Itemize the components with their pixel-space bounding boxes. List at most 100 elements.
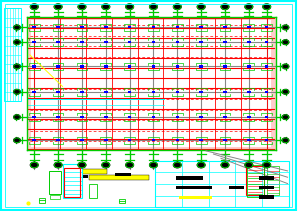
Bar — [32, 116, 36, 118]
Circle shape — [14, 40, 20, 45]
Bar — [4, 8, 21, 101]
Bar — [56, 91, 60, 93]
Bar — [152, 91, 155, 93]
Bar — [223, 139, 227, 141]
Bar — [56, 116, 60, 118]
Bar — [246, 166, 264, 195]
Bar — [176, 26, 179, 28]
Bar — [223, 65, 227, 68]
Circle shape — [282, 115, 289, 119]
Circle shape — [282, 40, 289, 45]
Bar — [265, 65, 268, 68]
Bar — [199, 116, 203, 118]
Bar — [89, 184, 97, 198]
Bar — [267, 166, 279, 195]
Bar — [80, 41, 84, 43]
Bar — [80, 139, 84, 141]
Bar — [223, 26, 227, 28]
Bar — [128, 139, 131, 141]
Bar — [223, 91, 227, 93]
Circle shape — [150, 162, 157, 168]
Bar — [104, 26, 108, 28]
Bar — [199, 26, 203, 28]
Bar — [32, 65, 36, 68]
Bar — [229, 186, 244, 189]
Bar — [56, 26, 60, 28]
Bar — [176, 116, 179, 118]
Bar — [223, 116, 227, 118]
Bar — [247, 65, 251, 68]
Bar — [247, 165, 264, 197]
Bar — [104, 41, 108, 43]
Bar — [80, 91, 84, 93]
Circle shape — [14, 64, 20, 69]
Bar — [152, 65, 155, 68]
Bar — [39, 198, 45, 203]
Bar — [155, 161, 289, 207]
Bar — [128, 65, 131, 68]
Circle shape — [30, 162, 38, 168]
Bar — [104, 116, 108, 118]
Circle shape — [30, 4, 38, 9]
Bar — [199, 91, 203, 93]
Bar — [176, 186, 212, 189]
Circle shape — [282, 64, 289, 69]
Bar — [89, 175, 149, 180]
Bar — [56, 65, 60, 68]
Circle shape — [14, 115, 20, 119]
Circle shape — [245, 162, 253, 168]
Circle shape — [282, 138, 289, 143]
Bar — [80, 65, 84, 68]
Bar — [223, 41, 227, 43]
Circle shape — [221, 4, 229, 9]
Bar — [128, 116, 131, 118]
Bar — [259, 176, 274, 180]
Bar — [265, 26, 268, 28]
Bar — [80, 116, 84, 118]
Bar — [32, 91, 36, 93]
Circle shape — [54, 4, 62, 9]
Circle shape — [78, 4, 86, 9]
Bar — [247, 116, 251, 118]
Circle shape — [263, 162, 271, 168]
Bar — [247, 41, 251, 43]
Bar — [49, 171, 61, 194]
Bar — [50, 195, 60, 199]
Circle shape — [197, 162, 205, 168]
Circle shape — [150, 4, 157, 9]
Bar — [70, 175, 88, 178]
Circle shape — [173, 4, 181, 9]
Bar — [104, 91, 108, 93]
Bar — [265, 91, 268, 93]
Bar — [27, 17, 276, 150]
Bar — [56, 139, 60, 141]
Bar — [247, 139, 251, 141]
Bar — [128, 91, 131, 93]
Bar — [152, 26, 155, 28]
Circle shape — [126, 162, 134, 168]
Circle shape — [78, 162, 86, 168]
Bar — [179, 196, 212, 199]
Circle shape — [102, 4, 110, 9]
Circle shape — [14, 89, 20, 94]
Circle shape — [126, 4, 134, 9]
Bar — [32, 26, 36, 28]
Bar — [104, 139, 108, 141]
Bar — [152, 41, 155, 43]
Bar — [63, 164, 82, 198]
Bar — [176, 91, 179, 93]
Bar — [119, 199, 125, 203]
Bar — [32, 139, 36, 141]
Bar — [80, 26, 84, 28]
Circle shape — [221, 162, 229, 168]
Bar — [247, 26, 251, 28]
Bar — [66, 169, 107, 174]
Circle shape — [54, 162, 62, 168]
Bar — [176, 41, 179, 43]
Bar — [259, 186, 274, 189]
Circle shape — [263, 4, 271, 9]
Bar — [128, 41, 131, 43]
Circle shape — [197, 4, 205, 9]
Bar — [265, 116, 268, 118]
Bar — [265, 41, 268, 43]
